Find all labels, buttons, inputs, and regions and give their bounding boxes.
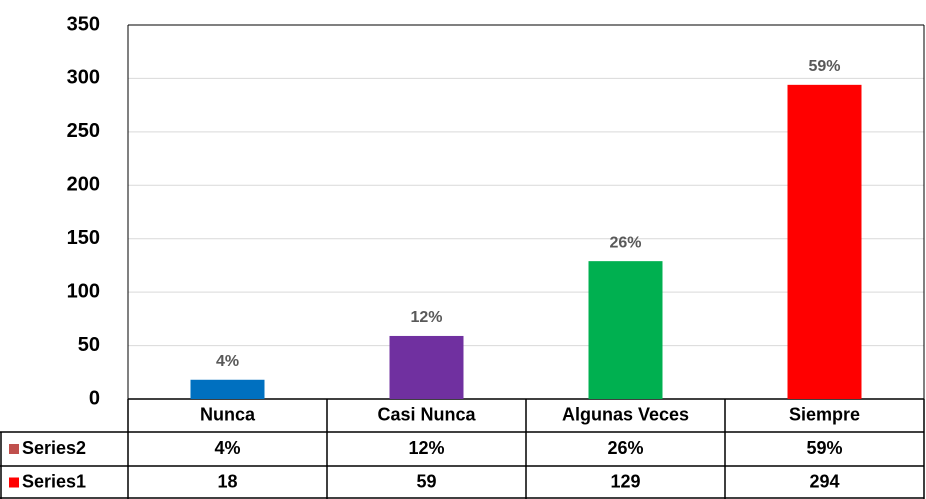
- bar: [588, 261, 663, 399]
- legend-key: [9, 444, 19, 454]
- bar: [190, 379, 265, 399]
- table-cell: 129: [610, 471, 640, 491]
- y-tick-label: 150: [67, 227, 100, 249]
- table-cell: 18: [217, 471, 237, 491]
- data-label: 12%: [410, 309, 442, 326]
- x-tick-label: Siempre: [789, 404, 860, 424]
- data-label: 26%: [609, 234, 641, 251]
- x-tick-label: Algunas Veces: [562, 404, 689, 424]
- y-tick-label: 50: [78, 334, 100, 356]
- table-cell: 26%: [607, 438, 643, 458]
- table-cell: 12%: [408, 438, 444, 458]
- bar: [389, 335, 464, 399]
- data-label: 59%: [808, 58, 840, 75]
- y-tick-label: 250: [67, 120, 100, 142]
- table-cell: 59: [416, 471, 436, 491]
- x-tick-label: Casi Nunca: [377, 404, 476, 424]
- y-tick-label: 0: [89, 387, 100, 409]
- table-cell: 59%: [806, 438, 842, 458]
- table-cell: 294: [809, 471, 839, 491]
- y-tick-label: 300: [67, 67, 100, 89]
- x-tick-label: Nunca: [200, 404, 256, 424]
- y-tick-label: 100: [67, 280, 100, 302]
- bar: [787, 84, 862, 399]
- y-tick-label: 200: [67, 174, 100, 196]
- y-tick-label: 350: [67, 13, 100, 35]
- data-label: 4%: [216, 353, 239, 370]
- legend-key: [9, 477, 19, 488]
- legend-label: Series1: [22, 471, 86, 491]
- legend-label: Series2: [22, 438, 86, 458]
- table-cell: 4%: [214, 438, 240, 458]
